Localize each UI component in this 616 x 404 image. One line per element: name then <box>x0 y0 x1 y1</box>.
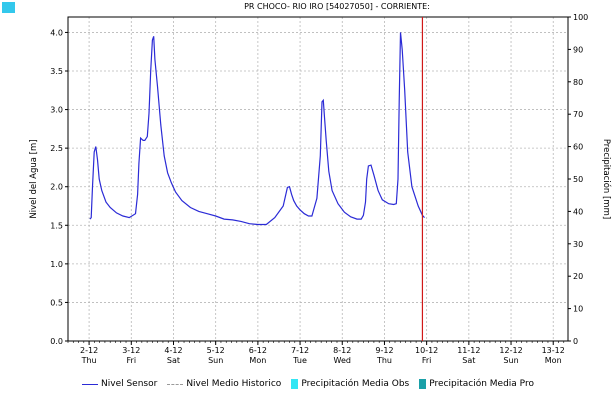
y2-tick-label: 70 <box>573 110 583 119</box>
legend-item-sensor: Nivel Sensor <box>82 379 157 389</box>
legend-label-historico: Nivel Medio Historico <box>186 379 282 389</box>
x-tick-date: 7-12 <box>291 346 309 355</box>
y-tick-label: 1.5 <box>50 221 63 230</box>
y2-tick-label: 60 <box>573 143 583 152</box>
x-tick-day: Fri <box>422 356 432 365</box>
y-axis-left: 0.0 0.5 1.0 1.5 2.0 2.5 3.0 3.5 4.0 <box>50 28 68 346</box>
legend-label-sensor: Nivel Sensor <box>101 379 158 389</box>
x-tick-day: Tue <box>292 356 307 365</box>
legend-label-precip-obs: Precipitación Media Obs <box>301 379 410 389</box>
legend-item-precip-pro: Precipitación Media Pro <box>419 379 534 389</box>
legend-item-historico: Nivel Medio Historico <box>167 379 281 389</box>
x-tick-day: Thu <box>81 356 97 365</box>
x-tick-day: Sat <box>462 356 475 365</box>
y-tick-label: 3.0 <box>50 106 63 115</box>
x-tick-day: Mon <box>249 356 266 365</box>
x-tick-date: 6-12 <box>249 346 267 355</box>
chart-title: PR CHOCO- RIO IRO [54027050] - CORRIENTE… <box>244 2 430 11</box>
y2-tick-label: 80 <box>573 78 583 87</box>
x-tick-date: 12-12 <box>499 346 522 355</box>
x-tick-date: 10-12 <box>415 346 438 355</box>
y-tick-label: 2.5 <box>50 144 63 153</box>
series-nivel-sensor <box>89 32 425 226</box>
y2-axis-label: Precipitación [mm] <box>601 139 612 219</box>
y-tick-label: 2.0 <box>50 183 63 192</box>
x-tick-day: Sun <box>208 356 223 365</box>
legend-swatch-precip-pro <box>419 379 427 389</box>
x-tick-date: 3-12 <box>122 346 140 355</box>
app-corner-icon <box>2 2 15 13</box>
x-tick-day: Mon <box>545 356 562 365</box>
legend-swatch-historico <box>167 383 184 385</box>
y2-tick-label: 100 <box>573 13 588 22</box>
y-axis-label: Nivel del Agua [m] <box>29 139 39 218</box>
x-tick-day: Thu <box>376 356 392 365</box>
y2-tick-label: 90 <box>573 45 583 54</box>
y2-tick-label: 50 <box>573 175 583 184</box>
legend-swatch-sensor <box>82 383 99 385</box>
y-tick-label: 3.5 <box>50 67 63 76</box>
y-tick-label: 4.0 <box>50 28 63 37</box>
x-tick-date: 11-12 <box>457 346 480 355</box>
legend-label-precip-pro: Precipitación Media Pro <box>429 379 534 389</box>
y2-tick-label: 10 <box>573 305 583 314</box>
x-tick-date: 9-12 <box>375 346 393 355</box>
legend-item-precip-obs: Precipitación Media Obs <box>291 379 409 389</box>
legend-swatch-precip-obs <box>291 379 299 389</box>
y-tick-label: 0.5 <box>50 298 63 307</box>
x-tick-date: 2-12 <box>80 346 98 355</box>
x-tick-date: 4-12 <box>164 346 182 355</box>
x-tick-day: Fri <box>127 356 137 365</box>
y2-tick-label: 0 <box>573 337 578 346</box>
x-tick-day: Sun <box>503 356 518 365</box>
grid-lines <box>68 17 568 342</box>
y2-tick-label: 40 <box>573 207 583 216</box>
x-tick-day: Sat <box>167 356 180 365</box>
x-tick-date: 13-12 <box>542 346 565 355</box>
y-axis-right: 0 10 20 30 40 50 60 70 80 90 100 <box>568 13 588 346</box>
x-tick-date: 8-12 <box>333 346 351 355</box>
x-axis: 2-12Thu3-12Fri4-12Sat5-12Sun6-12Mon7-12T… <box>67 341 565 365</box>
x-tick-date: 5-12 <box>207 346 225 355</box>
x-tick-day: Wed <box>334 356 351 365</box>
y-tick-label: 1.0 <box>50 260 63 269</box>
y-tick-label: 0.0 <box>50 337 63 346</box>
y2-tick-label: 30 <box>573 240 583 249</box>
chart-legend: Nivel Sensor Nivel Medio Historico Preci… <box>0 375 616 393</box>
y2-tick-label: 20 <box>573 272 583 281</box>
